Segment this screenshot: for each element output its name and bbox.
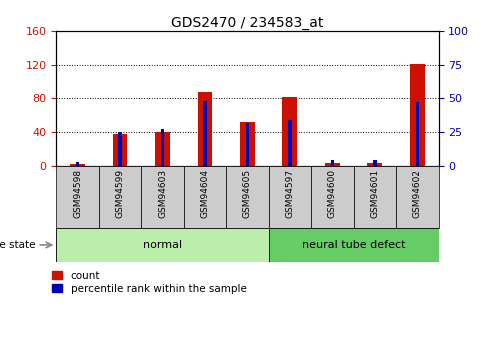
Bar xyxy=(246,122,249,166)
Bar xyxy=(226,166,269,228)
Bar xyxy=(368,163,382,166)
Text: GSM94602: GSM94602 xyxy=(413,169,422,218)
Bar xyxy=(282,97,297,166)
Bar xyxy=(113,135,127,166)
Title: GDS2470 / 234583_at: GDS2470 / 234583_at xyxy=(172,16,323,30)
Bar xyxy=(70,164,85,166)
Legend: count, percentile rank within the sample: count, percentile rank within the sample xyxy=(52,271,246,294)
Bar xyxy=(203,101,207,166)
Bar xyxy=(56,228,269,262)
Text: GSM94603: GSM94603 xyxy=(158,169,167,218)
Bar xyxy=(161,129,164,166)
Bar xyxy=(354,166,396,228)
Text: normal: normal xyxy=(143,240,182,250)
Bar xyxy=(240,122,255,166)
Bar xyxy=(269,166,311,228)
Bar xyxy=(269,228,439,262)
Bar xyxy=(119,132,122,166)
Bar xyxy=(141,166,184,228)
Bar xyxy=(373,160,376,166)
Bar xyxy=(311,166,354,228)
Text: GSM94605: GSM94605 xyxy=(243,169,252,218)
Text: GSM94604: GSM94604 xyxy=(200,169,210,218)
Bar xyxy=(416,102,419,166)
Text: disease state: disease state xyxy=(0,240,35,250)
Bar xyxy=(56,166,99,228)
Text: GSM94601: GSM94601 xyxy=(370,169,379,218)
Text: GSM94600: GSM94600 xyxy=(328,169,337,218)
Bar xyxy=(155,132,170,166)
Bar xyxy=(99,166,141,228)
Bar xyxy=(76,161,79,166)
Text: GSM94598: GSM94598 xyxy=(73,169,82,218)
Bar xyxy=(288,120,292,166)
Bar xyxy=(410,64,425,166)
Text: neural tube defect: neural tube defect xyxy=(302,240,405,250)
Bar xyxy=(197,91,213,166)
Text: GSM94597: GSM94597 xyxy=(285,169,294,218)
Bar xyxy=(184,166,226,228)
Bar xyxy=(331,160,334,166)
Bar xyxy=(325,163,340,166)
Text: GSM94599: GSM94599 xyxy=(116,169,124,218)
Bar xyxy=(396,166,439,228)
